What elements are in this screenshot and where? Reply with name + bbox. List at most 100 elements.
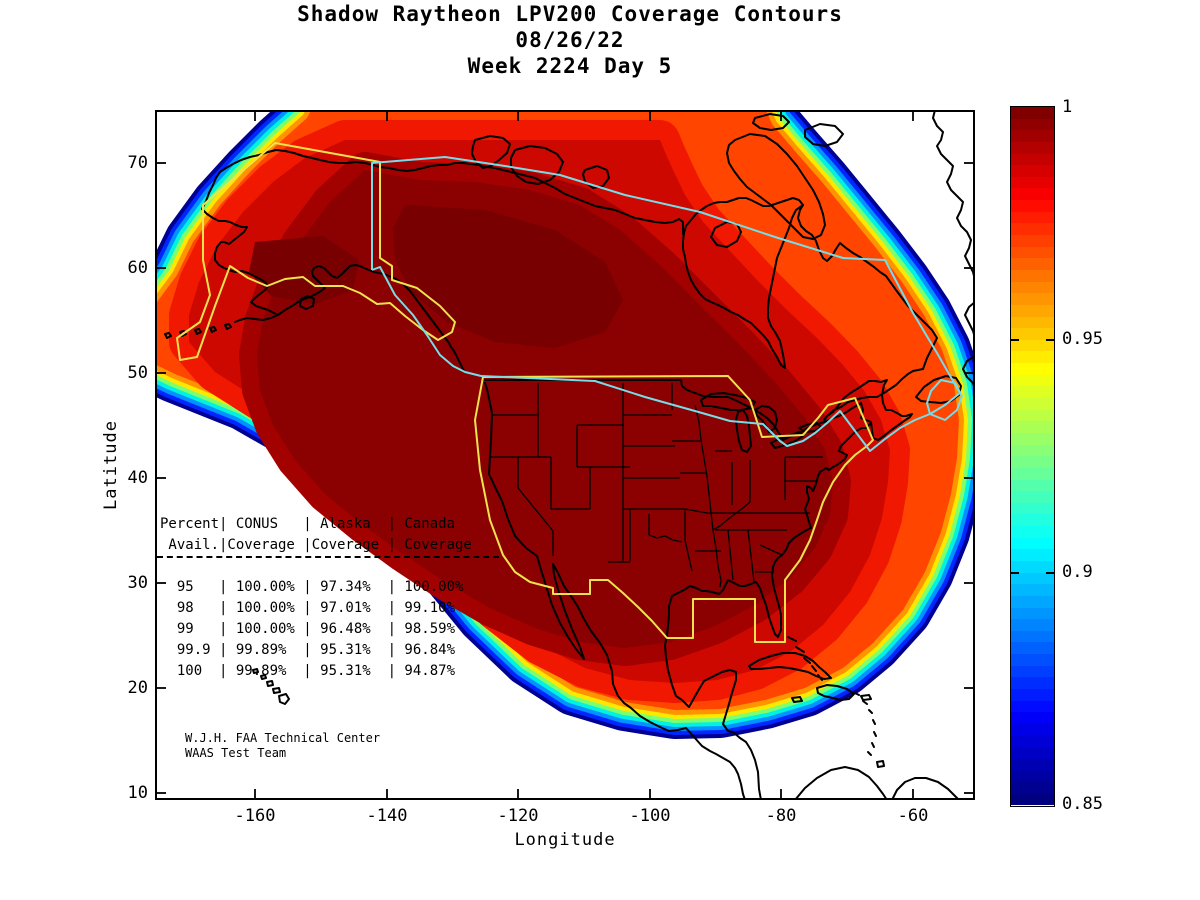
coverage-contour-map xyxy=(155,110,975,800)
colorbar-band xyxy=(1011,537,1054,550)
colorbar-label-1: 1 xyxy=(1062,97,1073,117)
y-tick-50: 50 xyxy=(127,363,148,383)
colorbar-band xyxy=(1011,141,1054,154)
colorbar-band xyxy=(1011,351,1054,364)
colorbar-band xyxy=(1011,281,1054,294)
colorbar-band xyxy=(1011,782,1054,794)
colorbar-band xyxy=(1011,712,1054,724)
x-tick--60: -60 xyxy=(897,806,929,826)
colorbar-tick xyxy=(1046,339,1054,341)
colorbar-band xyxy=(1011,107,1054,119)
colorbar-band xyxy=(1011,130,1054,142)
colorbar-band xyxy=(1011,246,1054,259)
colorbar-band xyxy=(1011,689,1054,701)
colorbar-band xyxy=(1011,456,1054,468)
colorbar-band xyxy=(1011,223,1054,236)
colorbar-band xyxy=(1011,723,1054,736)
y-axis-label: Latitude xyxy=(101,420,121,510)
colorbar-tick xyxy=(1011,339,1019,341)
conus-alaska-service-volume-boundary xyxy=(176,142,874,643)
x-axis-label: Longitude xyxy=(514,830,616,850)
colorbar-band xyxy=(1011,269,1054,282)
colorbar-band xyxy=(1011,502,1054,515)
colorbar-band xyxy=(1011,526,1054,538)
colorbar-band xyxy=(1011,549,1054,561)
colorbar-band xyxy=(1011,665,1054,678)
plot-week-day: Week 2224 Day 5 xyxy=(467,54,673,78)
y-tick-20: 20 xyxy=(127,678,148,698)
colorbar-label-0.9: 0.9 xyxy=(1062,562,1093,582)
colorbar-band xyxy=(1011,514,1054,527)
colorbar-band xyxy=(1011,572,1054,585)
colorbar-band xyxy=(1011,619,1054,631)
colorbar-band xyxy=(1011,258,1054,270)
colorbar-band xyxy=(1011,630,1054,643)
coverage-region-max xyxy=(257,170,833,648)
colorbar-band xyxy=(1011,677,1054,690)
colorbar-band xyxy=(1011,328,1054,340)
colorbar-band xyxy=(1011,491,1054,503)
us-state-boundaries xyxy=(489,383,823,588)
colorbar-band xyxy=(1011,654,1054,666)
colorbar-band xyxy=(1011,316,1054,329)
table-separator-line xyxy=(157,556,499,558)
canada-service-volume-boundary xyxy=(371,156,963,452)
colorbar-band xyxy=(1011,153,1054,166)
colorbar-band xyxy=(1011,211,1054,224)
colorbar-band xyxy=(1011,374,1054,387)
plot-date: 08/26/22 xyxy=(515,28,625,52)
colorbar-band xyxy=(1011,165,1054,177)
colorbar-band xyxy=(1011,235,1054,247)
x-tick--80: -80 xyxy=(765,806,797,826)
colorbar-band xyxy=(1011,607,1054,620)
colorbar-band xyxy=(1011,118,1054,131)
colorbar-band xyxy=(1011,735,1054,748)
x-tick--140: -140 xyxy=(366,806,408,826)
colorbar-band xyxy=(1011,432,1054,445)
colorbar-band xyxy=(1011,595,1054,608)
colorbar-band xyxy=(1011,363,1054,375)
colorbar-band xyxy=(1011,444,1054,457)
colorbar-band xyxy=(1011,200,1054,212)
colorbar-band xyxy=(1011,293,1054,305)
y-tick-40: 40 xyxy=(127,468,148,488)
colorbar-band xyxy=(1011,467,1054,480)
colorbar-band xyxy=(1011,421,1054,433)
x-tick--160: -160 xyxy=(234,806,276,826)
colorbar-label-0.95: 0.95 xyxy=(1062,329,1103,349)
colorbar-tick xyxy=(1046,572,1054,574)
colorbar-band xyxy=(1011,339,1054,352)
x-tick--120: -120 xyxy=(497,806,539,826)
colorbar-band xyxy=(1011,409,1054,422)
colorbar-band xyxy=(1011,642,1054,655)
coastlines xyxy=(164,110,975,800)
axis-ticks xyxy=(157,112,973,798)
y-tick-10: 10 xyxy=(127,783,148,803)
attribution-line2: WAAS Test Team xyxy=(185,746,287,760)
plot-title: Shadow Raytheon LPV200 Coverage Contours xyxy=(297,2,843,26)
colorbar-band xyxy=(1011,747,1054,759)
colorbar-band xyxy=(1011,176,1054,189)
colorbar-band xyxy=(1011,479,1054,492)
colorbar-band xyxy=(1011,398,1054,410)
colorbar-band xyxy=(1011,386,1054,399)
colorbar-band xyxy=(1011,700,1054,713)
colorbar-band xyxy=(1011,793,1054,806)
plot-frame xyxy=(155,110,975,800)
attribution-line1: W.J.H. FAA Technical Center xyxy=(185,731,381,745)
colorbar-band xyxy=(1011,188,1054,201)
colorbar-band xyxy=(1011,584,1054,596)
colorbar-band xyxy=(1011,770,1054,783)
colorbar-label-0.85: 0.85 xyxy=(1062,794,1103,814)
colorbar-band xyxy=(1011,304,1054,317)
colorbar-tick xyxy=(1011,572,1019,574)
y-tick-30: 30 xyxy=(127,573,148,593)
coverage-statistics-table: Percent| CONUS | Alaska | Canada Avail.|… xyxy=(160,516,472,679)
y-tick-60: 60 xyxy=(127,258,148,278)
y-tick-70: 70 xyxy=(127,153,148,173)
colorbar-band xyxy=(1011,758,1054,771)
colorbar-band xyxy=(1011,560,1054,573)
attribution-text: W.J.H. FAA Technical Center WAAS Test Te… xyxy=(185,731,380,761)
x-tick--100: -100 xyxy=(629,806,671,826)
